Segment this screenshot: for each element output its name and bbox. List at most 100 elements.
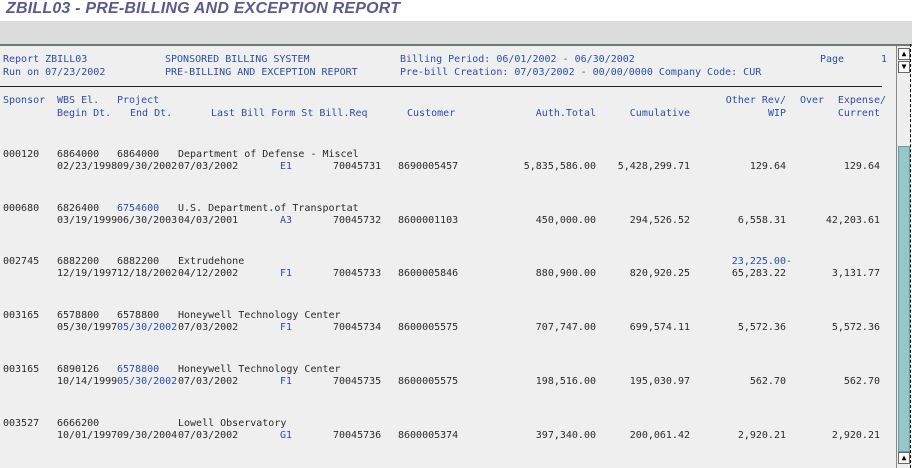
- cell-customer: 8600005846: [398, 268, 459, 279]
- cell-cumulative: 820,920.25: [629, 268, 690, 279]
- page-label: Page: [820, 54, 845, 65]
- cell-bill-req: 70045736: [333, 430, 382, 441]
- cell-auth-total: 5,835,586.00: [523, 161, 596, 172]
- cell-end: 06/30/2003: [117, 215, 178, 226]
- cell-last-bill: 07/03/2002: [178, 161, 239, 172]
- cell-end: 09/30/2004: [117, 430, 178, 441]
- col-other-rev: Other Rev/: [725, 95, 786, 106]
- cell-begin: 02/23/1998: [57, 161, 118, 172]
- col-customer: Customer: [407, 108, 456, 119]
- cell-wbs: 6666200: [57, 418, 100, 429]
- cell-form[interactable]: F1: [280, 376, 293, 387]
- frame-edge: [910, 44, 912, 468]
- scroll-up-button[interactable]: ▲: [898, 48, 910, 60]
- cell-bill-req: 70045733: [333, 268, 382, 279]
- cell-form[interactable]: E1: [280, 161, 293, 172]
- cell-form[interactable]: A3: [280, 215, 293, 226]
- cell-current: 5,572.36: [831, 322, 880, 333]
- cell-end[interactable]: 05/30/2002: [117, 322, 178, 333]
- col-cumulative: Cumulative: [629, 108, 690, 119]
- scroll-thumb[interactable]: [898, 146, 910, 452]
- cell-form[interactable]: F1: [280, 322, 293, 333]
- page-number: 1: [881, 54, 888, 65]
- cell-name: Extrudehone: [178, 256, 245, 267]
- cell-other-rev[interactable]: 23,225.00-: [731, 256, 792, 267]
- col-last-bill: Last Bill Form St Bill.Req: [211, 108, 368, 119]
- cell-wip: 65,283.22: [731, 268, 786, 279]
- cell-bill-req: 70045735: [333, 376, 382, 387]
- cell-project[interactable]: 6754600: [117, 203, 160, 214]
- cell-current: 42,203.61: [825, 215, 880, 226]
- report-id: Report ZBILL03: [3, 54, 88, 65]
- cell-wbs: 6826400: [57, 203, 100, 214]
- toolbar: [0, 21, 912, 46]
- cell-last-bill: 04/12/2002: [178, 268, 239, 279]
- cell-sponsor: 003527: [3, 418, 40, 429]
- cell-auth-total: 450,000.00: [535, 215, 596, 226]
- cell-auth-total: 397,340.00: [535, 430, 596, 441]
- cell-current: 129.64: [843, 161, 880, 172]
- cell-last-bill: 04/03/2001: [178, 215, 239, 226]
- col-expense: Expense/: [837, 95, 886, 106]
- cell-wip: 129.64: [749, 161, 786, 172]
- cell-customer: 8690005457: [398, 161, 459, 172]
- cell-wbs: 6890126: [57, 364, 100, 375]
- cell-customer: 8600005575: [398, 322, 459, 333]
- cell-cumulative: 195,030.97: [629, 376, 690, 387]
- cell-form[interactable]: F1: [280, 268, 293, 279]
- system-name: SPONSORED BILLING SYSTEM: [165, 54, 310, 65]
- scroll-down-page-button[interactable]: ▼: [898, 61, 910, 73]
- cell-bill-req: 70045731: [333, 161, 382, 172]
- cell-bill-req: 70045732: [333, 215, 382, 226]
- cell-name: Honeywell Technology Center: [178, 310, 341, 321]
- cell-current: 562.70: [843, 376, 880, 387]
- report-name: PRE-BILLING AND EXCEPTION REPORT: [165, 67, 358, 78]
- col-auth-total: Auth.Total: [535, 108, 596, 119]
- col-end-dt: End Dt.: [130, 108, 173, 119]
- cell-sponsor: 002745: [3, 256, 40, 267]
- cell-end: 09/30/2002: [117, 161, 178, 172]
- cell-auth-total: 198,516.00: [535, 376, 596, 387]
- col-project: Project: [117, 95, 160, 106]
- cell-begin: 12/19/1997: [57, 268, 118, 279]
- cell-customer: 8600005374: [398, 430, 459, 441]
- cell-project: 6864000: [117, 149, 160, 160]
- cell-form[interactable]: G1: [280, 430, 293, 441]
- cell-last-bill: 07/03/2002: [178, 430, 239, 441]
- cell-last-bill: 07/03/2002: [178, 322, 239, 333]
- cell-current: 2,920.21: [831, 430, 880, 441]
- cell-sponsor: 000120: [3, 149, 40, 160]
- prebill-creation: Pre-bill Creation: 07/03/2002 - 00/00/00…: [400, 67, 762, 78]
- cell-begin: 05/30/1997: [57, 322, 118, 333]
- cell-project[interactable]: 6578800: [117, 364, 160, 375]
- col-over: Over: [800, 95, 825, 106]
- cell-cumulative: 699,574.11: [629, 322, 690, 333]
- col-current: Current: [837, 108, 880, 119]
- cell-bill-req: 70045734: [333, 322, 382, 333]
- cell-wbs: 6882200: [57, 256, 100, 267]
- col-begin-dt: Begin Dt.: [57, 108, 112, 119]
- cell-end[interactable]: 05/30/2002: [117, 376, 178, 387]
- col-wbs: WBS El.: [57, 95, 100, 106]
- cell-customer: 8600005575: [398, 376, 459, 387]
- cell-cumulative: 5,428,299.71: [617, 161, 690, 172]
- cell-sponsor: 003165: [3, 364, 40, 375]
- cell-wip: 2,920.21: [737, 430, 786, 441]
- cell-name: Honeywell Technology Center: [178, 364, 341, 375]
- cell-name: Department of Defense - Miscel: [178, 149, 359, 160]
- cell-wip: 5,572.36: [737, 322, 786, 333]
- cell-project: 6882200: [117, 256, 160, 267]
- billing-period: Billing Period: 06/01/2002 - 06/30/2002: [400, 54, 635, 65]
- col-wip: WIP: [767, 108, 786, 119]
- cell-wip: 6,558.31: [737, 215, 786, 226]
- scroll-up-lower-button[interactable]: ▲: [898, 452, 910, 464]
- cell-name: U.S. Department.of Transportat: [178, 203, 359, 214]
- run-on: Run on 07/23/2002: [3, 67, 106, 78]
- cell-end: 12/18/2002: [117, 268, 178, 279]
- cell-sponsor: 000680: [3, 203, 40, 214]
- cell-wip: 562.70: [749, 376, 786, 387]
- cell-customer: 8600001103: [398, 215, 459, 226]
- vertical-scrollbar[interactable]: ▲ ▼ ▲: [896, 46, 911, 468]
- cell-begin: 10/14/1999: [57, 376, 118, 387]
- cell-begin: 10/01/1997: [57, 430, 118, 441]
